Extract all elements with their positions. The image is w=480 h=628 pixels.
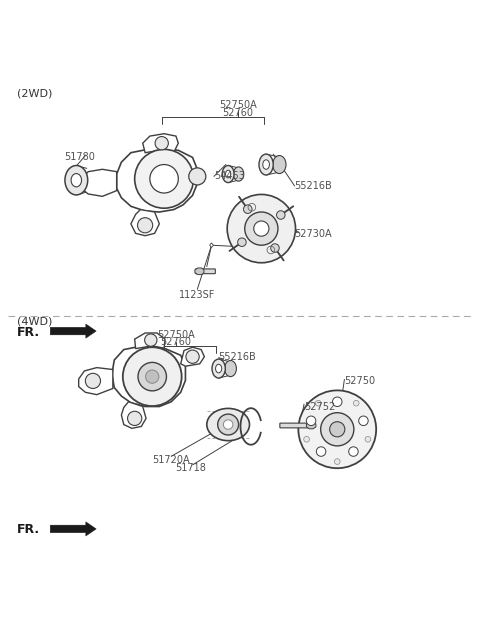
Circle shape — [333, 397, 342, 406]
Text: (2WD): (2WD) — [17, 89, 52, 99]
Circle shape — [365, 436, 371, 442]
Polygon shape — [50, 522, 96, 536]
Polygon shape — [195, 268, 204, 274]
Circle shape — [227, 195, 296, 263]
Polygon shape — [117, 148, 197, 212]
Circle shape — [304, 436, 310, 442]
Circle shape — [299, 391, 376, 468]
Circle shape — [254, 221, 269, 236]
Ellipse shape — [259, 154, 273, 175]
FancyBboxPatch shape — [280, 423, 309, 428]
Circle shape — [348, 447, 358, 457]
Text: 52750A: 52750A — [219, 100, 256, 111]
Text: 52760: 52760 — [160, 337, 192, 347]
Circle shape — [321, 413, 354, 446]
FancyBboxPatch shape — [195, 269, 216, 274]
Circle shape — [123, 347, 181, 406]
Circle shape — [186, 350, 199, 364]
Circle shape — [155, 136, 168, 150]
Text: (4WD): (4WD) — [17, 316, 52, 326]
Text: 54453: 54453 — [214, 171, 245, 181]
Circle shape — [315, 400, 321, 406]
Ellipse shape — [326, 410, 335, 449]
Text: 51780: 51780 — [64, 153, 96, 163]
Circle shape — [189, 168, 206, 185]
Circle shape — [138, 362, 167, 391]
Circle shape — [330, 421, 345, 437]
Polygon shape — [135, 333, 165, 349]
Text: 55216B: 55216B — [219, 352, 256, 362]
Circle shape — [138, 218, 153, 233]
Polygon shape — [210, 243, 214, 247]
Polygon shape — [306, 422, 316, 429]
Polygon shape — [81, 170, 117, 197]
Circle shape — [271, 244, 279, 252]
Circle shape — [316, 447, 326, 457]
Ellipse shape — [226, 170, 231, 178]
Text: 52760: 52760 — [222, 108, 253, 118]
Polygon shape — [50, 324, 96, 338]
Text: 1123SF: 1123SF — [179, 290, 216, 300]
Circle shape — [276, 211, 285, 219]
Text: 52750A: 52750A — [157, 330, 195, 340]
Ellipse shape — [245, 212, 254, 246]
Text: 55216B: 55216B — [295, 181, 332, 191]
Text: 51720A: 51720A — [152, 455, 190, 465]
Ellipse shape — [216, 364, 222, 373]
Circle shape — [359, 416, 368, 426]
Circle shape — [243, 205, 252, 214]
Polygon shape — [112, 346, 185, 406]
Circle shape — [223, 420, 233, 430]
Polygon shape — [131, 210, 159, 236]
Circle shape — [238, 238, 246, 246]
Ellipse shape — [207, 408, 250, 441]
Polygon shape — [121, 402, 146, 428]
Circle shape — [128, 411, 142, 426]
Polygon shape — [143, 134, 179, 153]
Polygon shape — [79, 367, 113, 394]
Circle shape — [353, 400, 359, 406]
Ellipse shape — [71, 173, 82, 187]
Circle shape — [218, 414, 239, 435]
Text: 52750: 52750 — [344, 376, 375, 386]
Circle shape — [335, 458, 340, 464]
Text: FR.: FR. — [17, 523, 40, 536]
Ellipse shape — [233, 167, 244, 181]
Text: FR.: FR. — [17, 325, 40, 338]
Text: 51718: 51718 — [175, 463, 205, 473]
Polygon shape — [180, 347, 204, 366]
Ellipse shape — [263, 160, 269, 170]
Ellipse shape — [212, 359, 225, 378]
Ellipse shape — [65, 166, 88, 195]
Text: 52730A: 52730A — [295, 229, 332, 239]
Ellipse shape — [273, 156, 286, 173]
Circle shape — [245, 212, 278, 245]
Ellipse shape — [225, 360, 237, 377]
Circle shape — [145, 370, 159, 383]
Ellipse shape — [222, 166, 234, 183]
Circle shape — [306, 416, 316, 426]
Circle shape — [150, 165, 179, 193]
Circle shape — [144, 334, 157, 346]
Text: 52752: 52752 — [304, 401, 336, 411]
Circle shape — [85, 373, 100, 389]
Circle shape — [135, 149, 193, 208]
